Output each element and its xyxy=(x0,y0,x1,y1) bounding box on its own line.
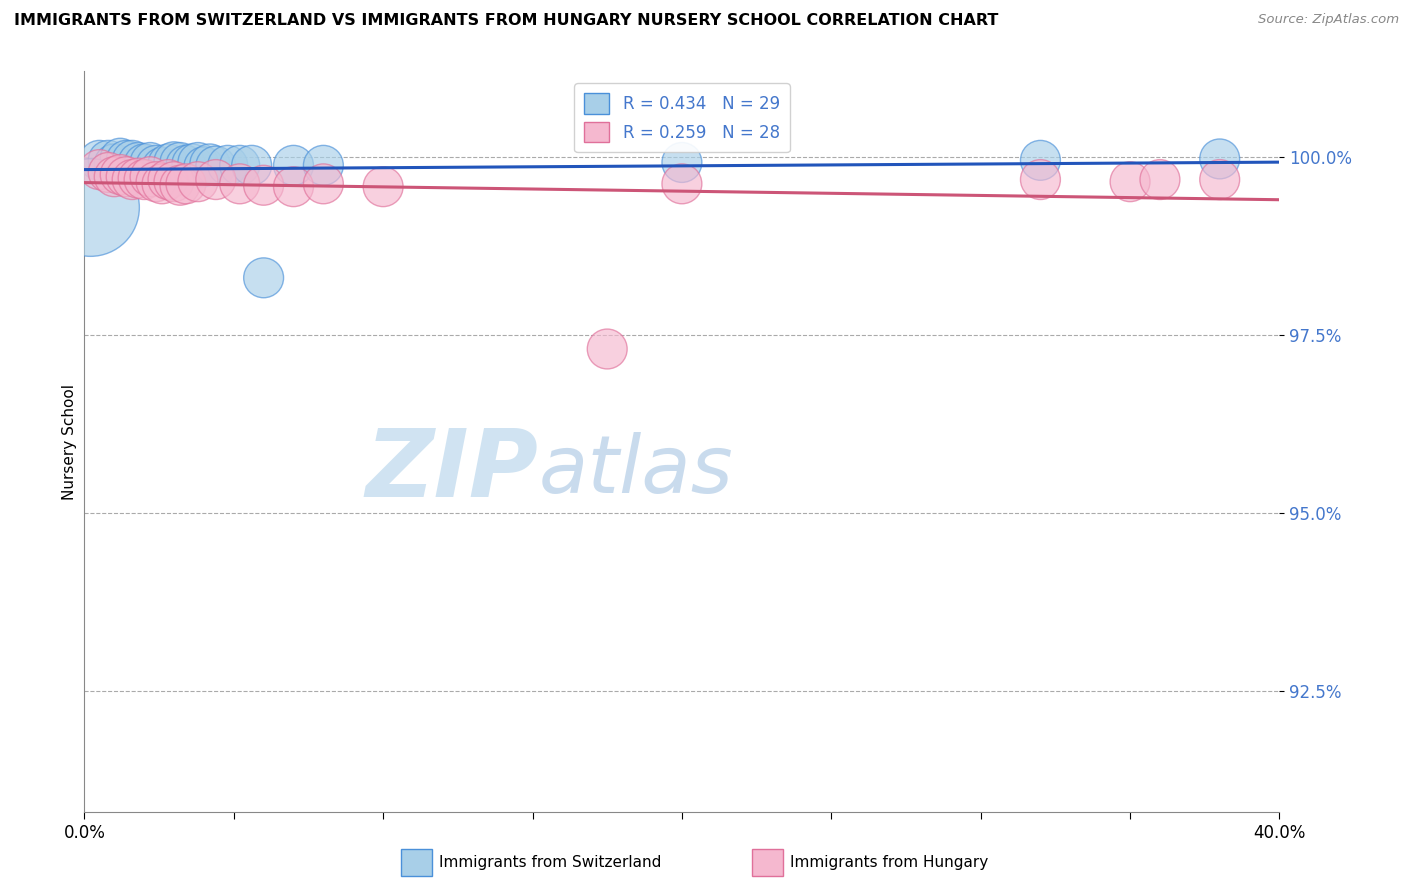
Point xyxy=(253,178,276,193)
Point xyxy=(312,158,335,172)
Point xyxy=(671,177,693,191)
Point xyxy=(121,172,143,186)
Text: atlas: atlas xyxy=(538,432,734,510)
Point xyxy=(163,154,186,169)
Point xyxy=(115,153,138,168)
Point xyxy=(1209,152,1232,166)
Point xyxy=(169,155,191,169)
Point xyxy=(169,178,191,193)
Point xyxy=(312,177,335,191)
Point xyxy=(253,270,276,285)
Point xyxy=(228,158,252,172)
Point xyxy=(596,342,619,356)
Point xyxy=(181,157,204,171)
Point xyxy=(205,159,228,173)
Point xyxy=(283,158,305,172)
Point xyxy=(671,155,693,169)
Point xyxy=(115,169,138,184)
Point xyxy=(145,158,167,172)
Point xyxy=(187,175,209,189)
Point xyxy=(132,172,156,186)
Point xyxy=(193,160,215,174)
Text: Source: ZipAtlas.com: Source: ZipAtlas.com xyxy=(1258,13,1399,27)
Text: Immigrants from Switzerland: Immigrants from Switzerland xyxy=(439,855,661,870)
Y-axis label: Nursery School: Nursery School xyxy=(62,384,77,500)
Point xyxy=(1119,175,1142,189)
Point xyxy=(283,179,305,194)
Point xyxy=(228,177,252,191)
Point xyxy=(132,157,156,171)
Point xyxy=(1149,172,1171,186)
Point xyxy=(205,172,228,186)
Point xyxy=(97,165,120,179)
Point xyxy=(1209,172,1232,186)
Point xyxy=(1029,172,1052,186)
Point xyxy=(139,155,162,169)
Legend: R = 0.434   N = 29, R = 0.259   N = 28: R = 0.434 N = 29, R = 0.259 N = 28 xyxy=(574,83,790,153)
Text: ZIP: ZIP xyxy=(366,425,538,517)
Point xyxy=(139,169,162,184)
Point xyxy=(89,162,111,177)
Text: IMMIGRANTS FROM SWITZERLAND VS IMMIGRANTS FROM HUNGARY NURSERY SCHOOL CORRELATIO: IMMIGRANTS FROM SWITZERLAND VS IMMIGRANT… xyxy=(14,13,998,29)
Point xyxy=(163,175,186,189)
Point xyxy=(127,155,149,169)
Point xyxy=(373,179,395,194)
Point xyxy=(198,157,221,171)
Point xyxy=(1029,153,1052,168)
Point xyxy=(240,158,263,172)
Point xyxy=(103,157,125,171)
Point xyxy=(97,153,120,168)
Point xyxy=(150,177,173,191)
Point xyxy=(157,157,180,171)
Point xyxy=(127,171,149,186)
Point xyxy=(89,153,111,168)
Point xyxy=(110,168,132,182)
Point xyxy=(121,153,143,168)
Point xyxy=(103,169,125,184)
Point xyxy=(110,151,132,165)
Text: Immigrants from Hungary: Immigrants from Hungary xyxy=(790,855,988,870)
Point xyxy=(150,161,173,175)
Point xyxy=(174,158,197,172)
Point xyxy=(174,177,197,191)
Point xyxy=(79,200,101,214)
Point xyxy=(187,155,209,169)
Point xyxy=(217,158,239,172)
Point xyxy=(145,175,167,189)
Point xyxy=(157,172,180,186)
